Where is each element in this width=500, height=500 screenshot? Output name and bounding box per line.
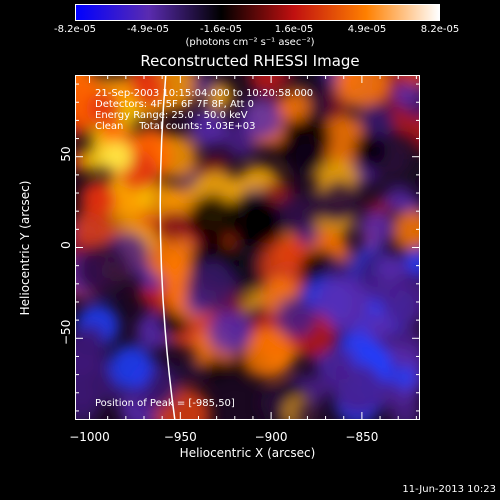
heatmap-cell [277,193,321,236]
heatmap-cell [365,312,394,341]
heatmap-cell [379,380,402,403]
heatmap-cell [207,310,251,354]
heatmap-cell [86,90,122,126]
y-tick-label: 50 [59,146,73,162]
heatmap-cell [358,102,395,139]
colorbar-units: (photons cm⁻² s⁻¹ asec⁻²) [185,37,315,48]
heatmap-cell [75,387,98,411]
heatmap-cell [109,344,154,389]
colorbar [75,4,440,21]
x-tick-label: −950 [163,430,197,444]
heatmap-cell [243,328,295,379]
peak-position-label: Position of Peak = [-985,50] [95,398,235,409]
heatmap-cell [279,91,311,122]
x-tick-label: −900 [254,430,288,444]
heatmap-cell [368,275,399,305]
annotation-time: 21-Sep-2003 10:15:04.000 to 10:20:58.000 [95,88,314,99]
solar-limb-line [159,75,176,420]
heatmap-cell [320,179,360,220]
x-tick-label: −1000 [69,430,110,444]
heatmap-cell [275,296,317,339]
x-tick-label: −850 [345,430,379,444]
heatmap-cell [79,180,117,218]
heatmap-cell [248,75,288,95]
annotation-clean: Clean Total counts: 5.03E+03 [95,121,256,132]
heatmap-cell [192,75,216,97]
colorbar-tick-label: 8.2e-05 [420,24,460,35]
heatmap-cell [131,75,168,107]
heatmap-cell [75,333,107,387]
footer-date: 11-Jun-2013 10:23 [402,484,496,495]
heatmap-cell [394,209,420,250]
heatmap-cell [406,249,420,275]
heatmap-cell [240,97,282,139]
heatmap-cell [332,364,384,416]
heatmap-cell [189,109,228,148]
heatmap-cell [107,189,144,227]
heatmap-cell [314,276,370,331]
heatmap-cell [145,230,196,281]
colorbar-tick-label: -8.2e-05 [54,24,96,35]
heatmap-cell [182,359,203,381]
heatmap-cell [352,133,386,167]
heatmap-cell [291,399,320,420]
heatmap-cell [187,194,237,244]
x-axis-label: Heliocentric X (arcsec) [179,446,316,460]
heatmap-cell [394,366,417,389]
y-axis-label: Heliocentric Y (arcsec) [18,180,32,316]
annotation-energy: Energy Range: 25.0 - 50.0 keV [95,110,248,121]
y-tick-label: 0 [59,240,73,249]
heatmap-cell [314,345,348,380]
heatmap-cell [393,83,416,106]
heatmap-cell [157,210,189,242]
heatmap-cell [100,119,129,149]
annotation-detectors: Detectors: 4F 5F 6F 7F 8F, Att 0 [95,99,255,110]
heatmap-cell [276,111,332,167]
heatmap-cell [298,225,319,246]
heatmap-cell [186,260,237,311]
peak-marker [100,140,133,173]
colorbar-tick-label: 1.6e-05 [274,24,314,35]
heatmap-cell [335,75,389,109]
heatmap-cell [359,211,392,244]
heatmap-cell [260,387,292,419]
heatmap-cell [76,242,130,297]
heatmap-cell [226,191,281,247]
colorbar-tick-label: -4.9e-05 [127,24,169,35]
heatmap-plot [75,75,420,420]
heatmap-cell [206,357,228,379]
heatmap-cell [326,257,348,280]
chart-title: Reconstructed RHESSI Image [140,52,360,70]
colorbar-tick-label: -1.6e-05 [200,24,242,35]
y-tick-label: −50 [59,319,73,346]
colorbar-tick-label: 4.9e-05 [347,24,387,35]
heatmap-cell [75,207,114,249]
